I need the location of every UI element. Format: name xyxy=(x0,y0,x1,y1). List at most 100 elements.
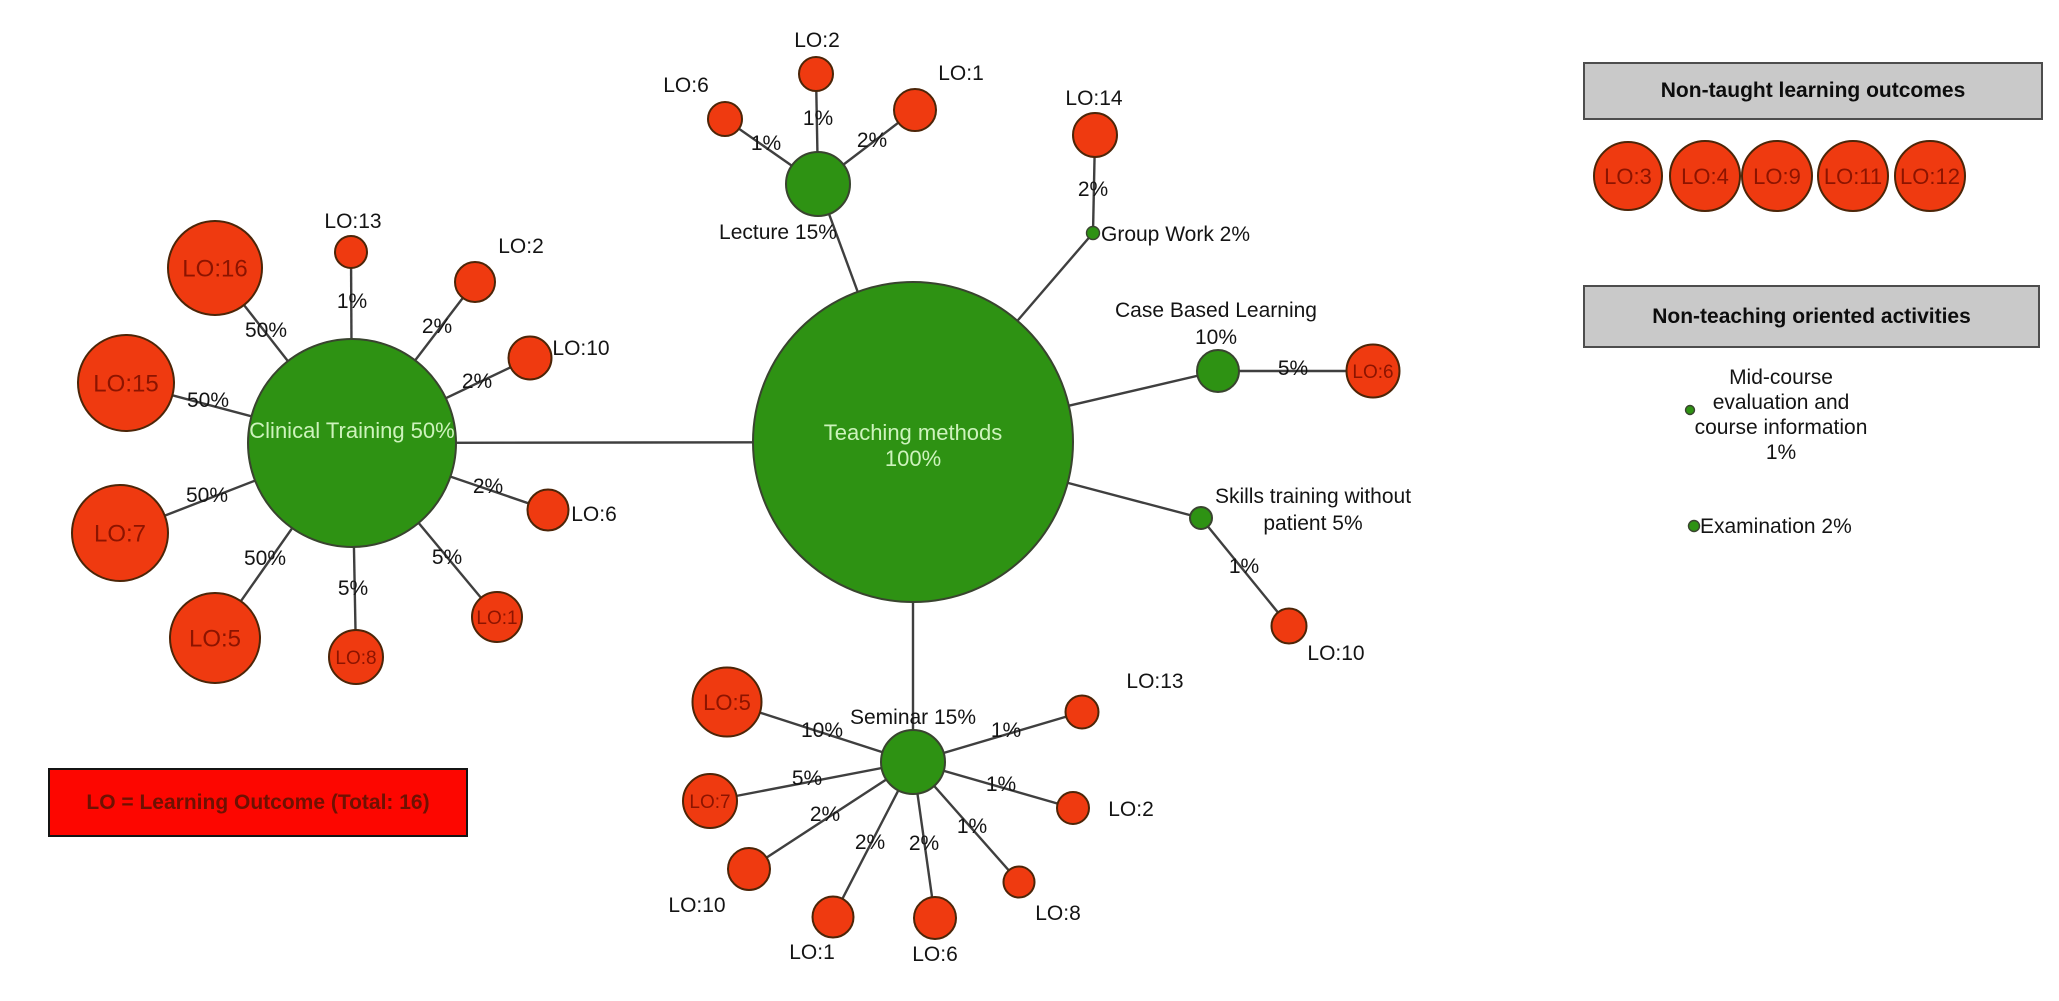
node-outside-label-m2: LO:2 xyxy=(1108,798,1154,821)
edge-percent-label: 1% xyxy=(1229,555,1259,578)
lo-node-m10 xyxy=(727,847,771,891)
edge-percent-label: 1% xyxy=(986,773,1016,796)
node-outside-label-m1: LO:1 xyxy=(789,941,835,964)
edge-percent-label: 2% xyxy=(462,370,492,393)
edge-labels: 50% 1% 2% 2% 50% 2% 50% 5% 50% 5% 1% 1% 2% 2% 5% 1% 10% 5… xyxy=(186,107,1308,855)
hub-node-cbl xyxy=(1196,349,1240,393)
node-outside-label-m8: LO:8 xyxy=(1035,902,1081,925)
edge-percent-label: 5% xyxy=(432,546,462,569)
lo-node-c15 xyxy=(77,334,175,432)
lo-node-l1 xyxy=(893,88,937,132)
node-inside-label-n3: LO:3 xyxy=(1604,164,1652,189)
edge-percent-label: 5% xyxy=(1278,357,1308,380)
node-inside-label-n4: LO:4 xyxy=(1681,164,1729,189)
node-outside-label-s10: LO:10 xyxy=(1307,642,1364,665)
hub-node-groupwork xyxy=(1085,225,1101,241)
hub-node-skills xyxy=(1189,506,1213,530)
edge-percent-label: 50% xyxy=(187,389,229,412)
node-inside-label-c7: LO:7 xyxy=(94,521,146,548)
lo-node-m1 xyxy=(811,895,855,939)
edge-percent-label: 2% xyxy=(1078,178,1108,201)
node-labels: Teaching methods 100% Clinical Training 50… xyxy=(93,29,1960,966)
edge-percent-label: 2% xyxy=(857,129,887,152)
lo-node-n9 xyxy=(1741,140,1813,212)
edge-seminar-m7 xyxy=(709,760,914,803)
node-inside-label-teaching: Teaching methods 100% xyxy=(824,420,1003,471)
edge-percent-label: 50% xyxy=(186,484,228,507)
node-outside-label-groupwork: Group Work 2% xyxy=(1101,223,1250,246)
node-outside-label-midcourse: Mid-course evaluation and course informati… xyxy=(1695,366,1868,464)
hub-node-lecture xyxy=(785,151,851,217)
lo-node-c13 xyxy=(334,235,368,269)
edge-percent-label: 2% xyxy=(422,315,452,338)
lo-node-l6 xyxy=(707,101,743,137)
node-inside-label-c15: LO:15 xyxy=(93,371,158,398)
lo-node-n12 xyxy=(1894,140,1966,212)
node-outside-label-c13: LO:13 xyxy=(324,210,381,233)
node-inside-label-clinical: Clinical Training 50% xyxy=(249,418,454,443)
edge-percent-label: 2% xyxy=(855,831,885,854)
activity-dot-midcourse xyxy=(1684,404,1696,416)
node-outside-label-exam: Examination 2% xyxy=(1700,515,1852,538)
node-outside-label-c6: LO:6 xyxy=(571,503,617,526)
edge-percent-label: 1% xyxy=(803,107,833,130)
node-outside-label-l2: LO:2 xyxy=(794,29,840,52)
lo-node-c5 xyxy=(169,592,261,684)
non-taught-outcomes-header: Non-taught learning outcomes xyxy=(1583,62,2043,120)
node-inside-label-b6: LO:6 xyxy=(1352,362,1393,383)
node-outside-label-lecture: Lecture 15% xyxy=(719,221,837,244)
edge-percent-label: 1% xyxy=(991,719,1021,742)
lo-node-c1 xyxy=(471,591,523,643)
lo-node-l2 xyxy=(798,56,834,92)
node-inside-label-m7: LO:7 xyxy=(689,792,730,813)
node-inside-label-c8: LO:8 xyxy=(335,648,376,669)
node-inside-label-m5: LO:5 xyxy=(703,690,751,715)
hub-node-teaching xyxy=(752,281,1074,603)
lo-node-c10 xyxy=(507,335,553,381)
node-outside-label-m6: LO:6 xyxy=(912,943,958,966)
edge-percent-label: 2% xyxy=(909,832,939,855)
edge-percent-label: 5% xyxy=(338,577,368,600)
edge-percent-label: 50% xyxy=(244,547,286,570)
nodes xyxy=(71,56,1966,940)
lo-node-m7 xyxy=(682,773,738,829)
node-outside-label-l6: LO:6 xyxy=(663,74,709,97)
lo-node-c6 xyxy=(526,488,570,532)
lo-node-c7 xyxy=(71,484,169,582)
node-outside-label-m10: LO:10 xyxy=(668,894,725,917)
lo-node-m2 xyxy=(1056,791,1090,825)
node-outside-label-cbl: Case Based Learning 10% xyxy=(1115,299,1317,349)
edge-percent-label: 10% xyxy=(801,719,843,742)
lo-abbreviation-legend: LO = Learning Outcome (Total: 16) xyxy=(48,768,468,837)
edge-percent-label: 1% xyxy=(751,132,781,155)
hub-node-seminar xyxy=(880,729,946,795)
edge-percent-label: 1% xyxy=(337,290,367,313)
lo-node-lo14 xyxy=(1072,112,1118,158)
node-inside-label-n9: LO:9 xyxy=(1753,164,1801,189)
node-outside-label-seminar: Seminar 15% xyxy=(850,706,976,729)
node-inside-label-n12: LO:12 xyxy=(1900,164,1960,189)
edge-percent-label: 5% xyxy=(792,767,822,790)
node-inside-label-n11: LO:11 xyxy=(1824,164,1882,189)
lo-node-m8 xyxy=(1002,865,1036,899)
node-outside-label-l1: LO:1 xyxy=(938,62,984,85)
non-teaching-activities-header: Non-teaching oriented activities xyxy=(1583,285,2040,348)
lo-node-c16 xyxy=(167,220,263,316)
node-inside-label-c16: LO:16 xyxy=(182,256,247,283)
edge-percent-label: 1% xyxy=(957,815,987,838)
edge-skills-s10 xyxy=(1200,517,1290,627)
node-outside-label-c2: LO:2 xyxy=(498,235,544,258)
node-outside-label-m13: LO:13 xyxy=(1126,670,1183,693)
edge-percent-label: 2% xyxy=(473,475,503,498)
lo-node-c8 xyxy=(328,629,384,685)
lo-node-m5 xyxy=(691,666,763,738)
node-outside-label-c10: LO:10 xyxy=(552,337,609,360)
activity-dot-exam xyxy=(1687,519,1701,533)
lo-node-m13 xyxy=(1064,694,1100,730)
lo-node-s10 xyxy=(1270,607,1308,645)
hub-node-clinical xyxy=(247,338,457,548)
node-inside-label-c1: LO:1 xyxy=(476,608,517,629)
lo-node-n3 xyxy=(1593,141,1663,211)
